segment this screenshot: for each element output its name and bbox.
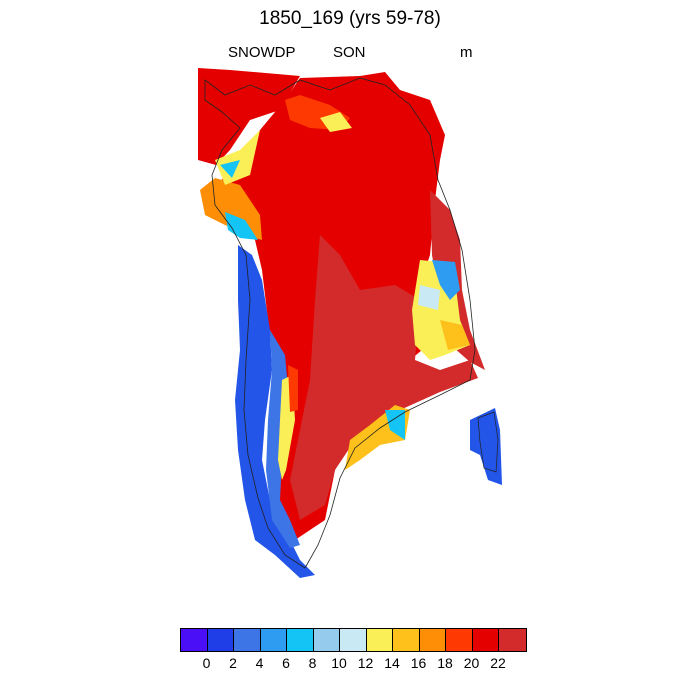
colorbar-tick-label: 12 bbox=[357, 655, 374, 671]
map-region-west-coast bbox=[235, 245, 315, 578]
colorbar-swatch bbox=[340, 629, 367, 651]
colorbar-swatch bbox=[366, 629, 393, 651]
map-region-northwest-cyan bbox=[225, 212, 258, 240]
map-region-interior-south bbox=[290, 235, 478, 520]
units-label: m bbox=[460, 44, 473, 61]
map-region-west-orange bbox=[288, 365, 298, 412]
colorbar-swatch bbox=[181, 629, 208, 651]
colorbar-tick-label: 18 bbox=[437, 655, 453, 671]
map-region-east-blue bbox=[432, 260, 460, 300]
variable-label: SNOWDP bbox=[228, 44, 296, 61]
colorbar-tick-label: 4 bbox=[255, 655, 264, 671]
map-region-east-orange bbox=[440, 320, 470, 350]
map-region-north-cyan bbox=[220, 160, 240, 178]
map-region-east-lightblue bbox=[418, 285, 440, 310]
colorbar-tick-label: 16 bbox=[410, 655, 427, 671]
colorbar-tick-label: 8 bbox=[308, 655, 317, 671]
map-title: 1850_169 (yrs 59-78) bbox=[259, 8, 441, 29]
snow-depth-map bbox=[198, 68, 502, 578]
coastline-island bbox=[477, 411, 499, 473]
map-region-north-coast-yellow bbox=[320, 112, 352, 132]
map-region-northwest bbox=[198, 68, 300, 165]
map-region-south-cyan bbox=[385, 410, 405, 440]
colorbar-tick-label: 10 bbox=[331, 655, 347, 671]
colorbar-tick-label: 20 bbox=[463, 655, 480, 671]
colorbar-swatch bbox=[393, 629, 420, 651]
colorbar-swatch bbox=[260, 629, 287, 651]
season-label: SON bbox=[333, 44, 366, 61]
colorbar-swatch bbox=[234, 629, 261, 651]
colorbar-tick-label: 2 bbox=[229, 655, 237, 671]
colorbar-swatch bbox=[499, 629, 526, 651]
colorbar-swatch bbox=[287, 629, 314, 651]
colorbar-swatch bbox=[446, 629, 473, 651]
colorbar bbox=[180, 628, 527, 652]
map-region-east-island bbox=[470, 408, 502, 485]
colorbar-swatch bbox=[313, 629, 340, 651]
colorbar-swatch bbox=[472, 629, 499, 651]
colorbar-tick-label: 6 bbox=[282, 655, 290, 671]
colorbar-tick-label: 14 bbox=[384, 655, 400, 671]
colorbar-tick-label: 22 bbox=[490, 655, 506, 671]
colorbar-swatch bbox=[207, 629, 234, 651]
colorbar-tick-label: 0 bbox=[202, 655, 211, 671]
coastline bbox=[204, 77, 476, 569]
colorbar-swatch bbox=[419, 629, 446, 651]
